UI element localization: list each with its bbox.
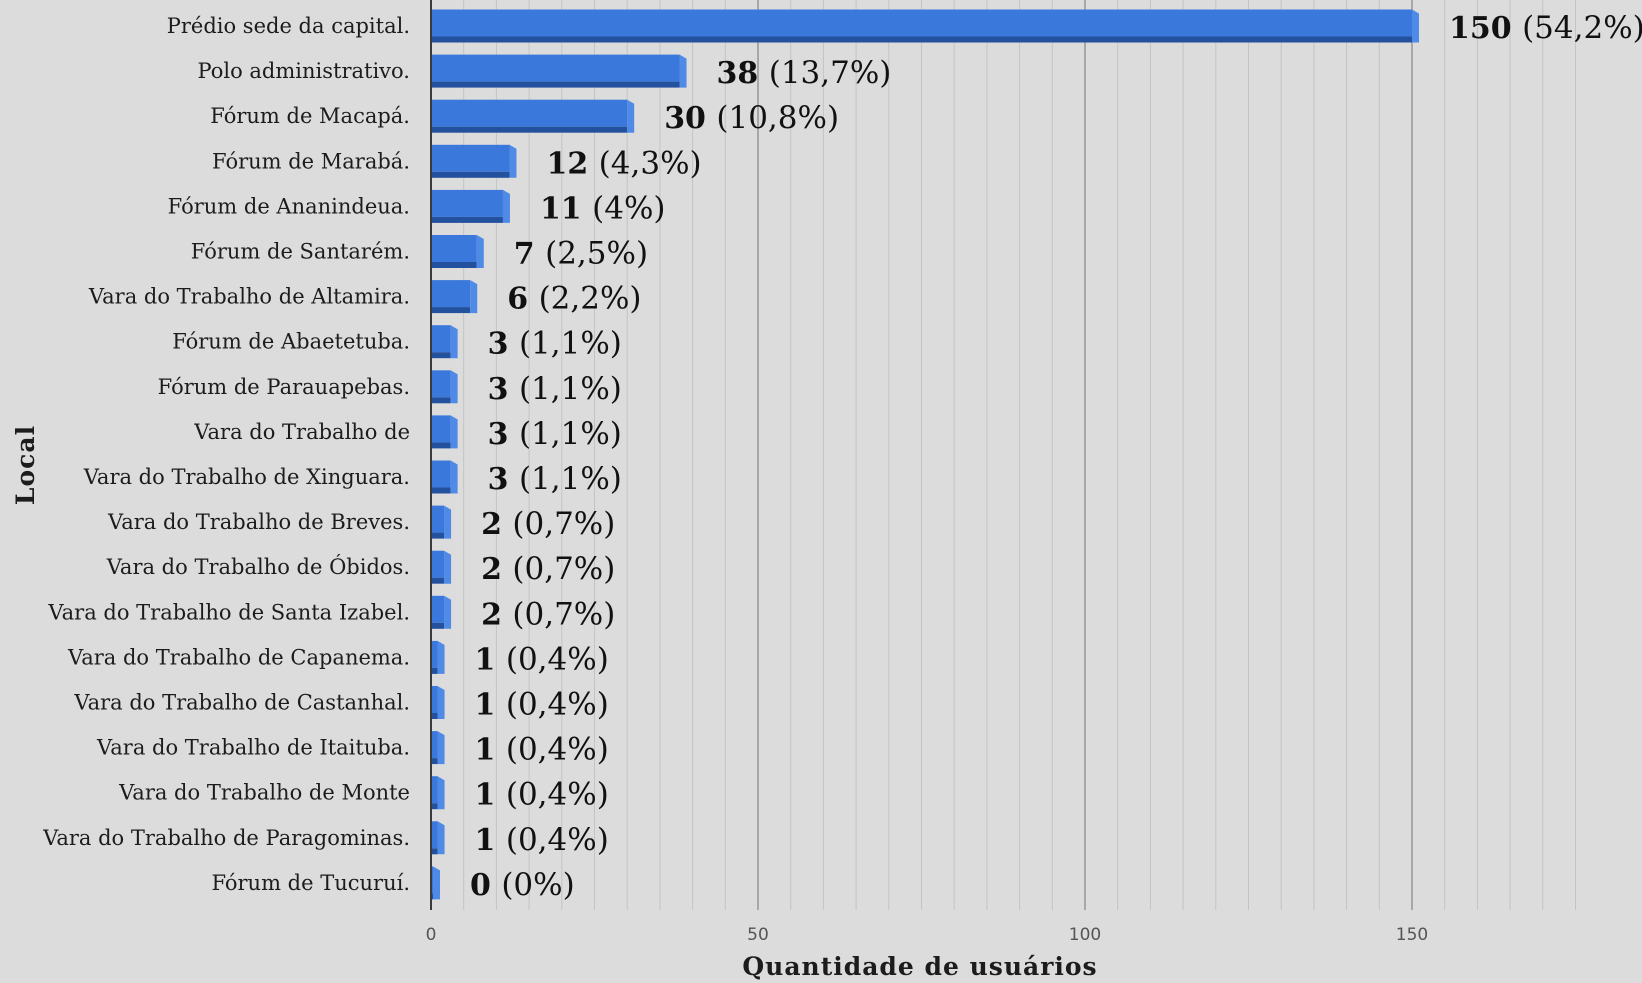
bar [431,776,445,810]
category-label: Polo administrativo. [197,59,410,83]
bar [431,235,484,268]
category-label: Vara do Trabalho de Óbidos. [106,554,410,579]
category-label: Prédio sede da capital. [167,14,410,38]
category-label: Vara do Trabalho de Itaituba. [96,736,410,760]
category-label: Vara do Trabalho de Santa Izabel. [47,600,410,624]
bar [431,370,458,404]
value-label: 1 (0,4%) [475,732,609,768]
category-label: Fórum de Parauapebas. [158,375,410,399]
bar [431,821,445,855]
bar [431,866,440,900]
bar [431,280,478,314]
value-labels: 150 (54,2%) 38 (13,7%) 30 (10,8%) 12 (4,3%)… [470,10,1642,903]
value-label: 3 (1,1%) [488,326,622,362]
x-tick-label: 50 [747,925,769,945]
value-label: 30 (10,8%) [664,100,839,136]
value-label: 1 (0,4%) [475,822,609,858]
bar [431,731,445,765]
bar [431,144,517,178]
value-label: 1 (0,4%) [475,687,609,723]
value-label: 1 (0,4%) [475,641,609,677]
x-tick-label: 100 [1069,925,1101,945]
y-axis-title: Local [11,425,40,505]
value-label: 2 (0,7%) [481,506,615,542]
bar [431,325,458,359]
bar [431,9,1419,43]
x-axis-title: Quantidade de usuários [742,952,1097,981]
bar [431,550,452,584]
value-label: 6 (2,2%) [507,281,641,317]
category-label: Vara do Trabalho de Capanema. [67,645,410,669]
bars [431,9,1419,900]
category-label: Vara do Trabalho de Castanhal. [73,691,410,715]
bar [431,99,635,133]
category-labels: Prédio sede da capital. Polo administrati… [42,14,410,895]
category-label: Fórum de Marabá. [212,149,410,173]
x-tick-label: 150 [1396,925,1428,945]
value-label: 7 (2,5%) [514,236,648,272]
category-label: Vara do Trabalho de Breves. [107,510,410,534]
value-label: 1 (0,4%) [475,777,609,813]
value-label: 3 (1,1%) [488,416,622,452]
bar [431,505,452,539]
category-label: Vara do Trabalho de Xinguara. [83,465,410,489]
value-label: 0 (0%) [470,867,575,903]
category-label: Fórum de Ananindeua. [168,194,410,218]
bar [431,640,445,674]
value-label: 150 (54,2%) [1449,10,1642,46]
bar [431,54,687,88]
category-label: Fórum de Macapá. [210,104,410,128]
bar [431,686,445,719]
category-label: Vara do Trabalho de Monte [118,781,410,805]
value-label: 11 (4%) [540,190,666,226]
value-label: 3 (1,1%) [488,371,622,407]
value-label: 2 (0,7%) [481,551,615,587]
category-label: Fórum de Santarém. [191,240,410,264]
category-label: Fórum de Abaetetuba. [172,330,410,354]
category-label: Vara do Trabalho de [193,420,410,444]
x-tick-label: 0 [426,925,437,945]
x-tick-labels: 0 50 100 150 [426,925,1429,945]
value-label: 12 (4,3%) [546,145,701,181]
value-label: 3 (1,1%) [488,461,622,497]
category-label: Vara do Trabalho de Altamira. [88,285,410,309]
value-label: 2 (0,7%) [481,596,615,632]
bar [431,415,458,449]
bar [431,189,510,223]
value-label: 38 (13,7%) [717,55,892,91]
category-label: Fórum de Tucuruí. [211,871,410,895]
bar [431,460,458,494]
bar [431,595,452,629]
grid-lines [463,0,1576,910]
category-label: Vara do Trabalho de Paragominas. [42,826,410,850]
